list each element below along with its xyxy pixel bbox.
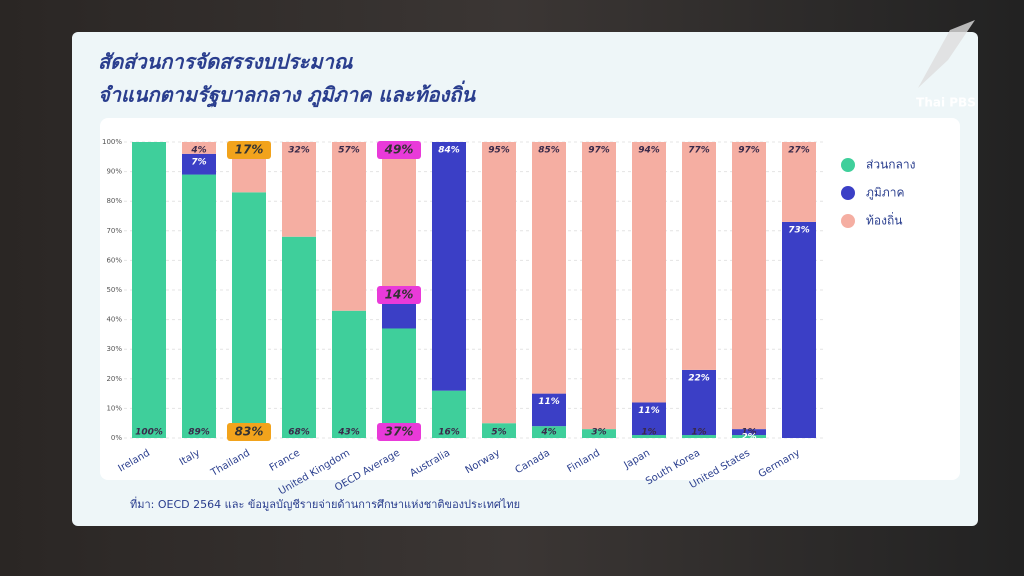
value-label: 77% [688,146,710,156]
bar-segment [782,142,816,222]
value-label: 57% [338,146,360,156]
value-label: 3% [591,428,606,438]
value-label: 1% [741,428,756,438]
value-label: 68% [288,428,310,438]
bar-segment [732,435,766,438]
legend-marker [841,214,855,228]
value-label: 73% [788,225,810,235]
y-tick-label: 50% [106,286,122,294]
bar-segment [632,402,666,436]
label-highlight [377,286,421,305]
bar-segment [732,142,766,430]
bar-segment [682,369,716,436]
value-label: 17% [235,143,264,157]
value-label: 14% [385,288,414,302]
bar-segment [632,142,666,403]
bar-segment [182,153,216,175]
bar-segment [732,429,766,436]
value-label: 11% [638,406,660,416]
bar-segment [582,142,616,430]
value-label: 94% [638,146,660,156]
bar-segment [682,142,716,370]
bar-segment [532,142,566,394]
value-label: 89% [188,428,210,438]
label-highlight [227,423,271,441]
value-label: 100% [135,428,163,438]
value-label: 22% [688,373,710,383]
bar-segment [582,429,616,438]
value-label: 27% [788,146,810,156]
title-line: สัดส่วนการจัดสรรงบประมาณ [98,50,354,74]
source-note: ที่มา: OECD 2564 และ ข้อมูลบัญชีรายจ่ายด… [130,496,520,511]
bar-segment [482,423,516,438]
bar-segment [282,142,316,237]
value-label: 16% [438,428,460,438]
value-labels: 100% 89%7%4%83%17%68%32%43%57%37%14%49%16… [135,141,810,443]
value-label: 49% [384,143,414,157]
bar-segment [432,142,466,391]
plot: 0% 10% 20% 30% 40% 50% 60% 70% 80% 90% 100% 100% 89%… [102,138,916,497]
bar-segment [782,221,816,438]
value-label: 32% [288,146,310,156]
label-highlight [377,423,421,441]
logo-mark [918,20,975,88]
bar-segment [532,426,566,438]
y-tick-label: 30% [106,345,122,353]
value-label: 4% [540,428,556,438]
value-label: 85% [538,146,560,156]
legend-marker [841,186,855,200]
value-label: 43% [337,428,360,438]
y-tick-label: 80% [106,197,122,205]
title-line: จำแนกตามรัฐบาลกลาง ภูมิภาค และท้องถิ่น [98,81,476,109]
value-label: 83% [235,425,264,439]
legend-label: ท้องถิ่น [866,212,902,228]
y-tick-label: 100% [102,138,122,146]
bar-segment [532,393,566,427]
value-label: 95% [488,146,510,156]
y-tick-label: 90% [106,168,122,176]
value-label: 2% [741,433,756,443]
bar-segment [682,435,716,438]
bar-segment [382,142,416,288]
y-tick-label: 70% [106,227,122,235]
label-highlight [227,141,271,159]
label-highlight [377,141,421,159]
legend-marker [841,158,855,172]
y-tick-label: 20% [106,375,122,383]
value-label: 4% [190,146,206,156]
value-label: 11% [538,397,560,407]
value-label: 37% [385,425,414,439]
bar-segment [232,192,266,438]
legend-label: ส่วนกลาง [866,158,915,172]
y-tick-label: 60% [106,256,122,264]
value-label: 1% [641,428,656,438]
bar-segment [632,435,666,438]
value-label: 97% [738,146,760,156]
bar-segment [482,142,516,424]
bar-segment [182,142,216,154]
y-tick-label: 40% [106,316,122,324]
value-label: 7% [191,157,206,167]
value-label: 97% [588,146,610,156]
bar-segment [432,390,466,438]
logo-text: Thai PBS [916,96,976,110]
value-label: 5% [491,428,506,438]
y-tick-label: 10% [106,404,122,412]
bar-segment [182,174,216,438]
bar-segment [382,328,416,438]
y-tick-label: 0% [111,434,122,442]
value-label: 1% [691,428,706,438]
bar-segment [332,142,366,311]
bars [132,142,816,438]
bar-segment [132,142,166,438]
bar-segment [332,310,366,438]
value-label: 84% [438,146,460,156]
bar-segment [282,236,316,438]
legend-label: ภูมิภาค [866,186,905,201]
